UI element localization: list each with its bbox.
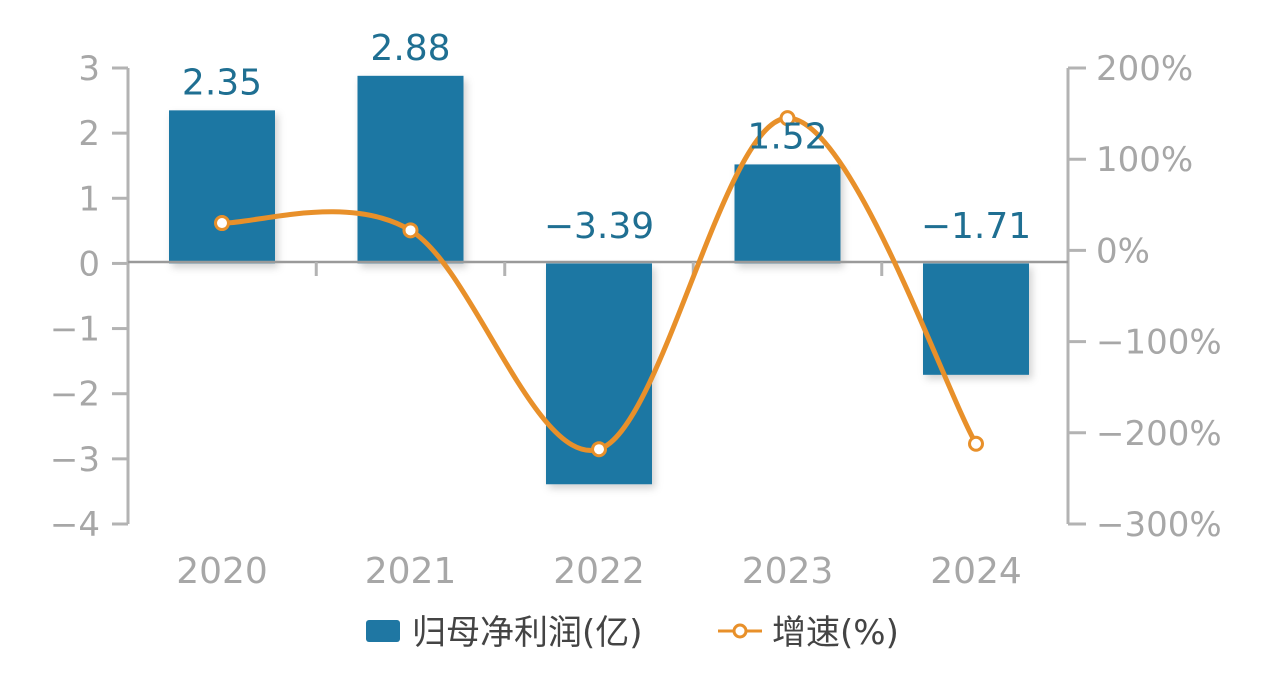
bar-value-label: 2.35 (182, 62, 262, 103)
legend: 归母净利润(亿) 增速(%) (366, 613, 899, 653)
bar-value-label: 1.52 (747, 116, 827, 157)
growth-point-2021 (402, 222, 419, 239)
bar-value-label: −1.71 (921, 206, 1031, 247)
left-y-axis: −4 −3 −2 −1 0 1 2 3 (50, 49, 130, 545)
growth-point-2024 (968, 435, 984, 452)
right-y-axis: −300% −200% −100% 0% 100% 200% (1066, 49, 1222, 545)
x-axis-labels: 2020 2021 2022 2023 2024 (176, 551, 1022, 592)
growth-line-path (219, 115, 979, 453)
left-axis-tick-label: 3 (78, 49, 100, 89)
bar-2020 (169, 110, 275, 264)
right-axis-tick-label: −200% (1096, 414, 1222, 454)
left-axis-tick-label: −2 (50, 375, 100, 415)
bar-value-label: −3.39 (544, 206, 654, 247)
left-axis-tick-label: 0 (78, 244, 100, 284)
left-axis-tick-label: −4 (50, 505, 100, 545)
bar-data-labels: 2.35 2.88 −3.39 1.52 −1.71 (182, 28, 1031, 247)
bar-series (169, 75, 1029, 485)
bar-2023 (734, 164, 841, 264)
right-axis-tick-label: 100% (1096, 140, 1193, 180)
x-axis-label: 2023 (742, 551, 834, 592)
growth-line-series (214, 110, 984, 458)
x-axis-label: 2020 (176, 551, 268, 592)
right-axis-tick-label: −100% (1096, 323, 1222, 363)
growth-point-2023 (779, 110, 796, 127)
left-axis-tick-label: 2 (78, 114, 100, 154)
legend-line-marker (732, 623, 748, 639)
growth-point-2022 (591, 441, 607, 458)
legend-bar-label: 归母净利润(亿) (412, 613, 643, 653)
bar-2024 (923, 263, 1029, 375)
right-axis-tick-label: 200% (1096, 49, 1193, 89)
legend-bar-swatch (366, 620, 400, 642)
x-axis-label: 2024 (930, 551, 1022, 592)
legend-line-label: 增速(%) (772, 613, 899, 653)
left-axis-tick-label: −3 (50, 440, 100, 480)
bar-value-label: 2.88 (370, 28, 450, 69)
x-axis-label: 2022 (553, 551, 645, 592)
growth-point-2020 (214, 215, 230, 232)
x-axis-label: 2021 (365, 551, 457, 592)
left-axis-tick-label: −1 (50, 310, 100, 350)
right-axis-tick-label: −300% (1096, 505, 1222, 545)
right-axis-tick-label: 0% (1096, 231, 1150, 271)
left-axis-tick-label: 1 (78, 179, 100, 219)
